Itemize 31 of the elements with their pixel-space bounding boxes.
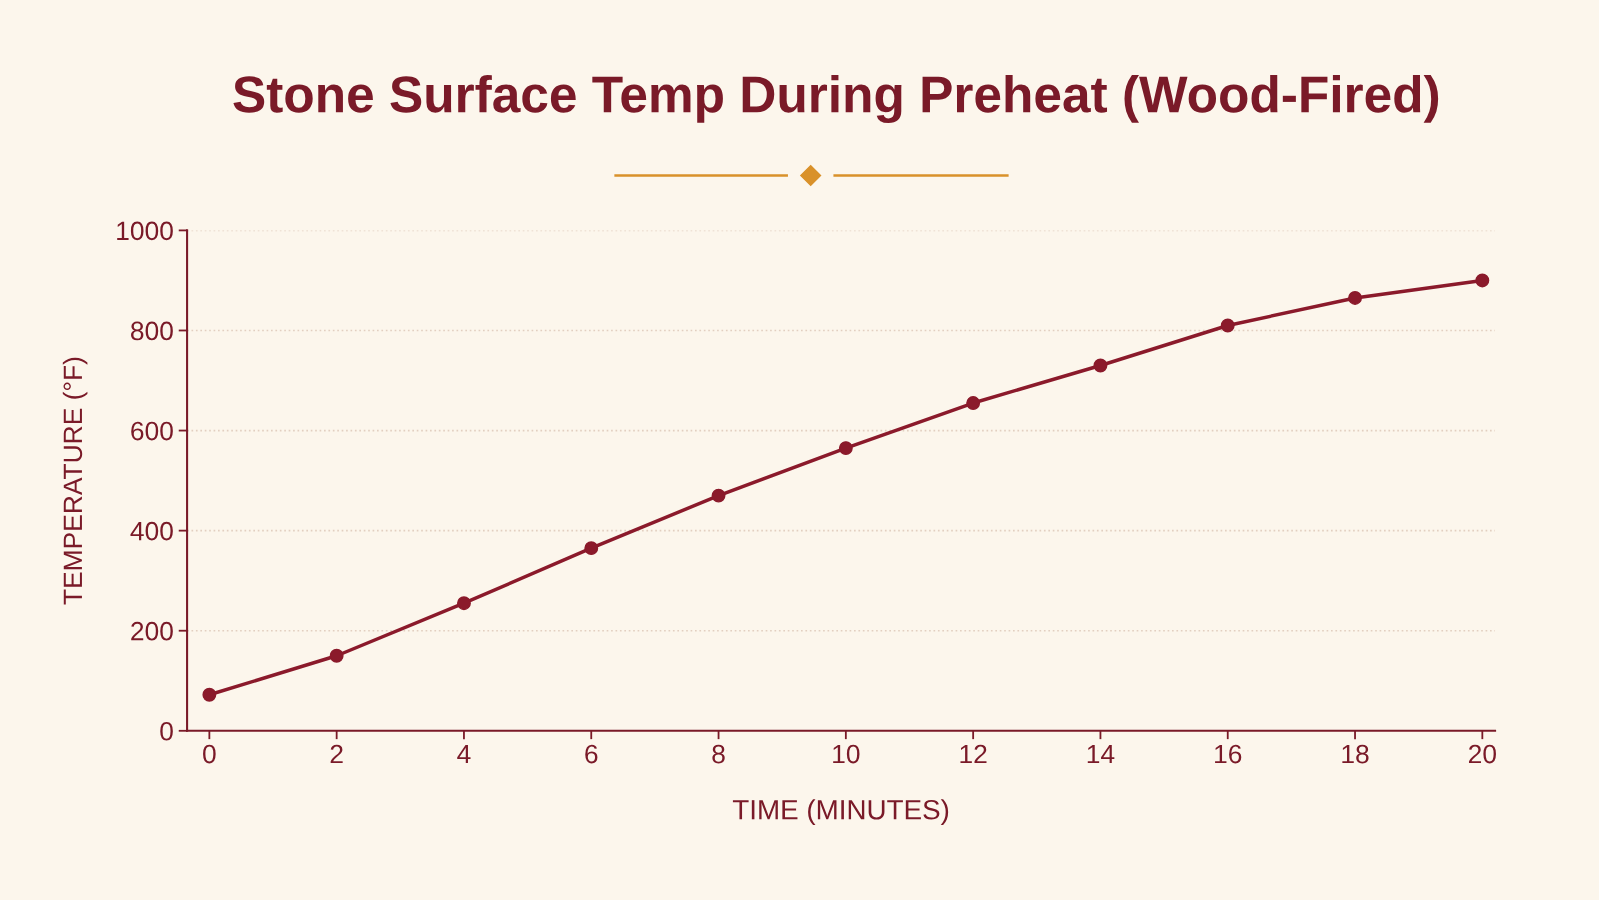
x-tick-label: 16 (1215, 744, 1242, 764)
x-tick-label: 8 (712, 744, 725, 764)
point (202, 687, 217, 702)
y-tick-label: 200 (131, 621, 173, 641)
x-tick-label: 12 (960, 744, 987, 764)
y-tick-label: 800 (131, 321, 173, 341)
point (711, 488, 726, 503)
y-axis-title: TEMPERATURE (°F) (62, 357, 88, 605)
x-tick-label: 4 (457, 744, 471, 764)
point (1348, 291, 1362, 305)
x-axis-title: TIME (MINUTES) (732, 799, 949, 826)
x-tick-label: 2 (330, 744, 343, 764)
point (457, 596, 471, 611)
y-tick-label: 1000 (117, 221, 173, 241)
point (966, 396, 981, 410)
chart-title: Stone Surface Temp During Preheat (Wood-Fired) (233, 74, 1439, 124)
point (1093, 358, 1108, 373)
x-tick-label: 0 (203, 744, 216, 764)
x-tick-label: 6 (585, 744, 598, 764)
x-tick-label: 18 (1342, 744, 1369, 764)
point (1475, 273, 1490, 288)
y-tick-label: 0 (160, 721, 173, 741)
x-tick-label: 14 (1087, 744, 1115, 764)
x-tick-label: 10 (833, 744, 860, 764)
y-tick-label: 600 (131, 421, 173, 441)
point (838, 441, 853, 456)
point (584, 541, 599, 556)
y-tick-label: 400 (130, 521, 173, 541)
point (1220, 318, 1235, 333)
point (329, 648, 344, 663)
x-tick-label: 20 (1468, 744, 1496, 764)
